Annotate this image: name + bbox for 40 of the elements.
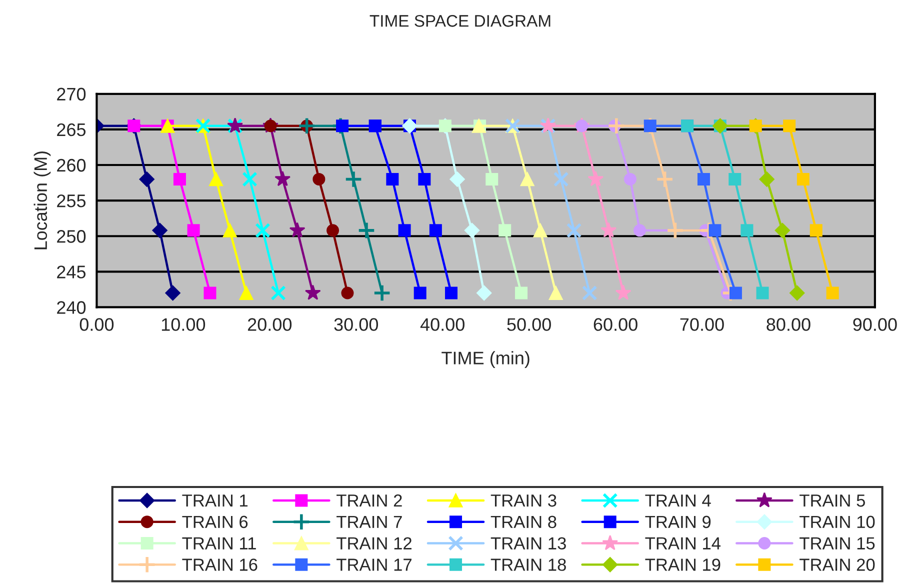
x-tick-label: 20.00	[248, 318, 292, 331]
legend-label: TRAIN 2	[336, 494, 402, 507]
legend-label: TRAIN 1	[182, 494, 248, 507]
legend-label: TRAIN 5	[800, 494, 865, 507]
legend-label: TRAIN 17	[336, 558, 412, 571]
legend-label: TRAIN 13	[490, 537, 566, 550]
x-tick-label: 50.00	[507, 318, 551, 331]
y-axis-title: Location (M)	[34, 151, 51, 250]
legend-label: TRAIN 7	[336, 516, 402, 528]
y-tick-label: 245	[57, 266, 86, 278]
legend-label: TRAIN 16	[182, 558, 258, 571]
x-tick-label: 80.00	[766, 318, 810, 331]
y-tick-label: 260	[57, 158, 86, 172]
legend-label: TRAIN 15	[800, 537, 875, 550]
x-tick-label: 10.00	[162, 318, 206, 331]
legend-label: TRAIN 9	[645, 516, 711, 528]
x-tick-label: 90.00	[853, 318, 897, 331]
y-tick-label: 255	[57, 194, 86, 208]
legend-label: TRAIN 12	[336, 537, 412, 550]
legend-label: TRAIN 18	[490, 558, 566, 571]
y-tick-label: 250	[57, 230, 86, 243]
y-tick-label: 270	[57, 88, 86, 101]
legend-label: TRAIN 19	[645, 558, 720, 571]
legend-label: TRAIN 10	[800, 516, 875, 528]
x-tick-label: 40.00	[420, 318, 464, 331]
chart-title: TIME SPACE DIAGRAM	[370, 15, 550, 27]
legend-label: TRAIN 20	[800, 558, 875, 571]
x-tick-label: 0.00	[80, 318, 114, 331]
legend-label: TRAIN 6	[182, 516, 248, 528]
x-axis-title: TIME (min)	[442, 351, 530, 368]
legend-label: TRAIN 11	[182, 537, 256, 550]
legend-label: TRAIN 8	[490, 516, 556, 528]
legend-label: TRAIN 3	[490, 494, 556, 507]
x-tick-label: 30.00	[334, 318, 378, 331]
legend-label: TRAIN 14	[645, 537, 721, 550]
y-tick-label: 265	[57, 123, 86, 136]
x-tick-label: 70.00	[680, 318, 724, 331]
y-tick-label: 240	[57, 301, 86, 314]
legend-label: TRAIN 4	[645, 494, 711, 507]
x-tick-label: 60.00	[594, 318, 638, 331]
